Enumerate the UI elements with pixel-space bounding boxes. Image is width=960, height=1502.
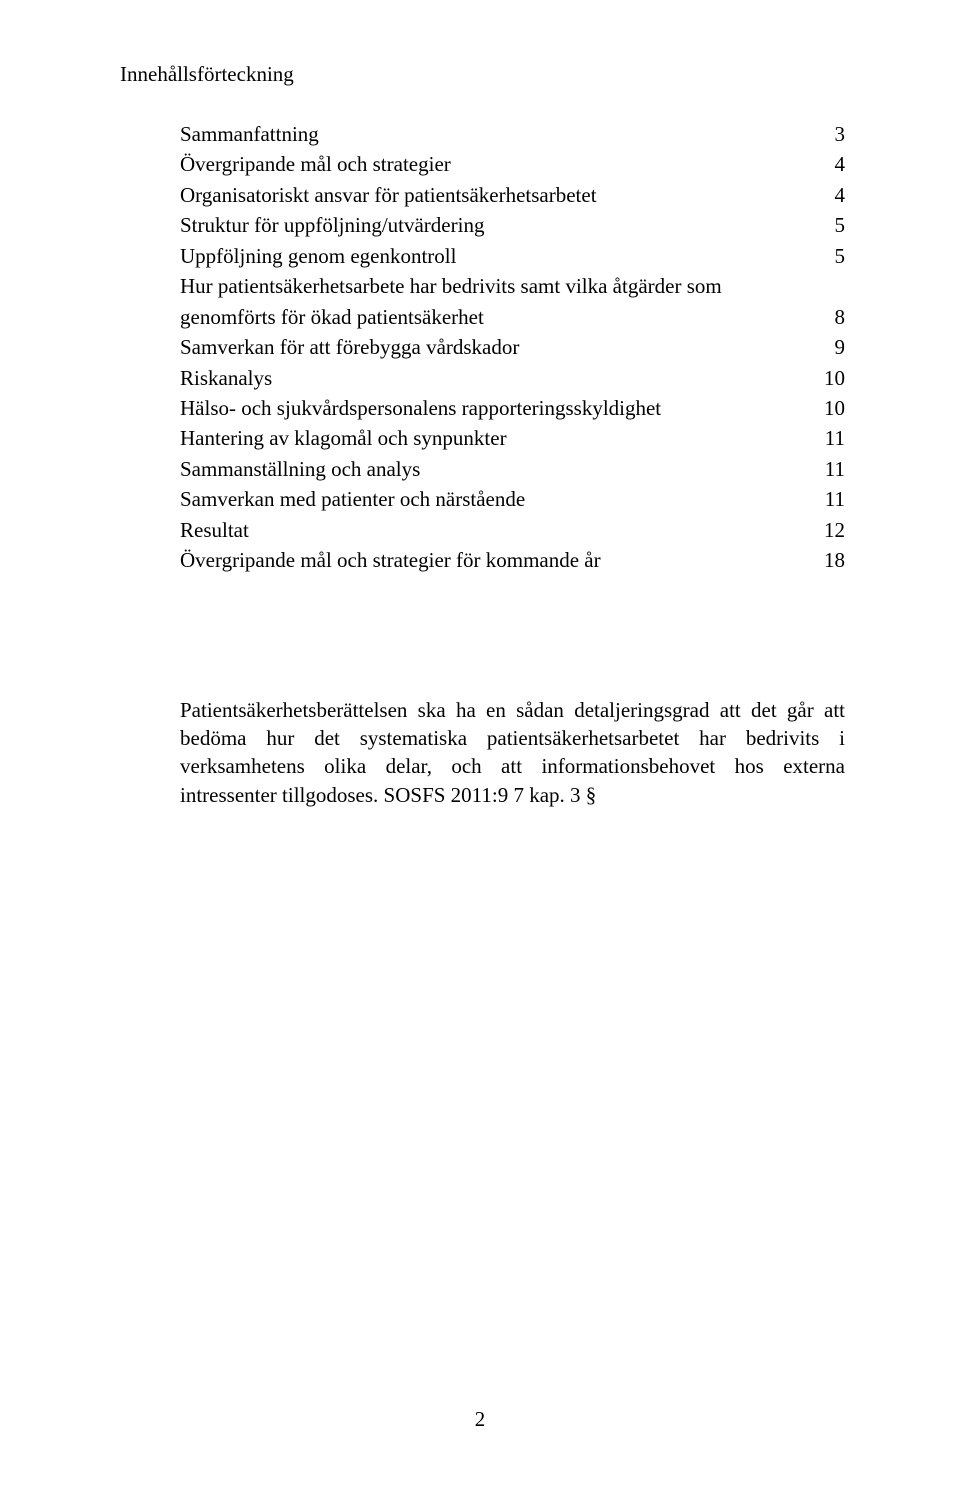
toc-row: Övergripande mål och strategier för komm…: [180, 545, 845, 575]
toc-item-title: Sammanställning och analys: [180, 454, 805, 484]
footnote-paragraph: Patientsäkerhetsberättelsen ska ha en så…: [180, 696, 845, 809]
toc-item-title: Resultat: [180, 515, 805, 545]
table-of-contents: Sammanfattning 3 Övergripande mål och st…: [180, 119, 845, 576]
toc-row: Hälso- och sjukvårdspersonalens rapporte…: [180, 393, 845, 423]
toc-item-title: Hur patientsäkerhetsarbete har bedrivits…: [180, 271, 805, 332]
toc-item-page: 11: [805, 423, 845, 453]
toc-item-title: Struktur för uppföljning/utvärdering: [180, 210, 805, 240]
toc-item-page: 11: [805, 484, 845, 514]
toc-row: Hur patientsäkerhetsarbete har bedrivits…: [180, 271, 845, 332]
toc-item-page: 8: [805, 302, 845, 332]
page-title: Innehållsförteckning: [120, 62, 840, 87]
toc-item-page: 18: [805, 545, 845, 575]
document-page: Innehållsförteckning Sammanfattning 3 Öv…: [0, 0, 960, 1502]
toc-row: Sammanställning och analys 11: [180, 454, 845, 484]
toc-item-title: Sammanfattning: [180, 119, 805, 149]
toc-row: Övergripande mål och strategier 4: [180, 149, 845, 179]
toc-item-page: 4: [805, 149, 845, 179]
toc-item-page: 3: [805, 119, 845, 149]
toc-row: Hantering av klagomål och synpunkter 11: [180, 423, 845, 453]
toc-row: Uppföljning genom egenkontroll 5: [180, 241, 845, 271]
toc-row: Sammanfattning 3: [180, 119, 845, 149]
toc-item-title: Övergripande mål och strategier: [180, 149, 805, 179]
toc-item-title: Övergripande mål och strategier för komm…: [180, 545, 805, 575]
toc-item-title: Hantering av klagomål och synpunkter: [180, 423, 805, 453]
toc-row: Samverkan för att förebygga vårdskador 9: [180, 332, 845, 362]
toc-item-page: 12: [805, 515, 845, 545]
page-number: 2: [0, 1407, 960, 1432]
toc-item-page: 10: [805, 363, 845, 393]
toc-item-page: 5: [805, 241, 845, 271]
toc-item-title: Samverkan med patienter och närstående: [180, 484, 805, 514]
toc-item-title: Uppföljning genom egenkontroll: [180, 241, 805, 271]
toc-item-page: 11: [805, 454, 845, 484]
toc-row: Samverkan med patienter och närstående 1…: [180, 484, 845, 514]
toc-item-title: Riskanalys: [180, 363, 805, 393]
toc-item-title: Samverkan för att förebygga vårdskador: [180, 332, 805, 362]
toc-item-page: 10: [805, 393, 845, 423]
toc-item-page: 4: [805, 180, 845, 210]
toc-row: Resultat 12: [180, 515, 845, 545]
toc-item-page: 5: [805, 210, 845, 240]
toc-row: Struktur för uppföljning/utvärdering 5: [180, 210, 845, 240]
toc-item-page: 9: [805, 332, 845, 362]
toc-row: Organisatoriskt ansvar för patientsäkerh…: [180, 180, 845, 210]
toc-row: Riskanalys 10: [180, 363, 845, 393]
toc-item-title: Organisatoriskt ansvar för patientsäkerh…: [180, 180, 805, 210]
toc-item-title: Hälso- och sjukvårdspersonalens rapporte…: [180, 393, 805, 423]
